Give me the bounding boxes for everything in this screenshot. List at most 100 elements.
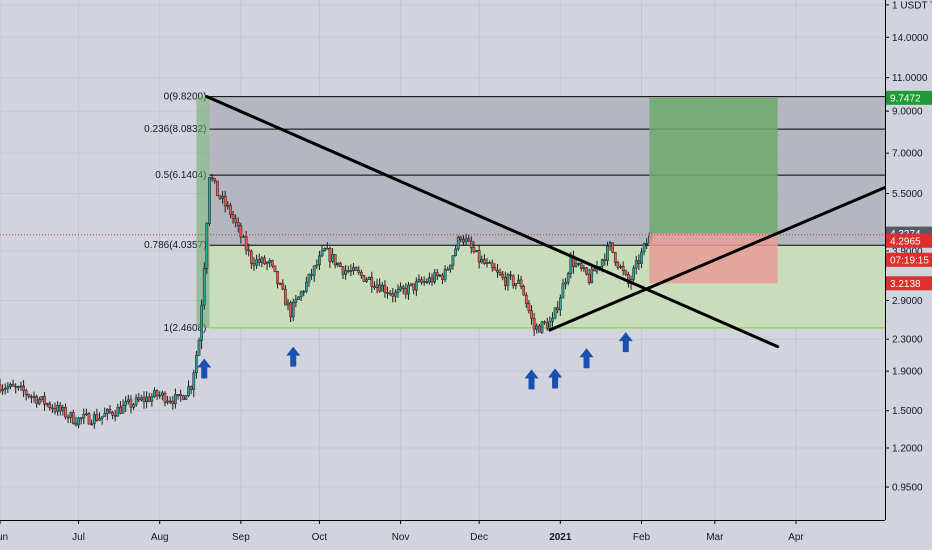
candle-body — [126, 399, 130, 403]
candle-body — [349, 270, 353, 272]
time-tick-label: Aug — [151, 532, 169, 543]
candle-body — [61, 407, 65, 412]
candle-body — [613, 252, 617, 263]
candle-body — [566, 273, 570, 283]
price-tick-label: 1 USDT ˇ — [892, 0, 932, 11]
fib-level-label: 0(9.8200) — [164, 92, 207, 103]
candle-body — [553, 307, 557, 319]
candle-body — [624, 270, 628, 275]
candle-body — [234, 218, 238, 223]
candle-body — [155, 390, 159, 396]
candle-body — [407, 284, 410, 295]
candle-body — [462, 239, 465, 243]
trendline[interactable] — [548, 186, 887, 332]
candle-body — [483, 258, 486, 264]
candle-body — [11, 383, 15, 387]
candle-body — [286, 302, 290, 306]
candle-body — [281, 283, 285, 290]
candle-body — [98, 417, 101, 421]
candle-body — [106, 409, 109, 414]
candle-body — [140, 397, 143, 401]
candle-body — [425, 281, 429, 283]
candle-body — [64, 407, 67, 418]
candle-body — [530, 310, 533, 319]
candle-body — [399, 286, 402, 291]
candle-body — [449, 264, 452, 270]
candle-body — [401, 286, 405, 289]
candle-body — [632, 267, 635, 280]
candle-body — [394, 292, 397, 297]
up-arrow-icon — [524, 369, 539, 390]
candle-body — [166, 400, 169, 403]
candle-body — [100, 416, 104, 419]
candle-body — [284, 288, 287, 306]
candle-body — [187, 386, 190, 396]
position-target-zone[interactable] — [649, 97, 778, 234]
time-axis[interactable]: Jun Jul Aug Sep Oct Nov Dec 2021 Feb Mar Apr — [0, 520, 932, 550]
price-tag[interactable]: 4.2965 — [886, 233, 932, 248]
price-tag[interactable]: 3.2138 — [886, 276, 932, 291]
time-tick-label: Sep — [232, 532, 250, 543]
candle-body — [637, 260, 641, 264]
candle-body — [454, 248, 457, 257]
candle-body — [585, 267, 588, 275]
candle-body — [58, 405, 62, 412]
candle-body — [616, 262, 620, 268]
price-tag[interactable]: 9.7472 — [886, 90, 932, 105]
time-tick-label: Apr — [788, 532, 804, 543]
candle-body — [273, 265, 277, 272]
candle-body — [53, 408, 57, 412]
candle-body — [66, 416, 70, 419]
candle-body — [247, 249, 251, 252]
candle-body — [587, 273, 591, 283]
price-tag[interactable]: 07:19:15 — [886, 252, 932, 267]
candle-body — [200, 304, 203, 341]
candle-body — [472, 247, 476, 252]
candle-body — [359, 271, 363, 276]
candle-body — [215, 180, 219, 196]
candle-body — [333, 254, 337, 266]
candle-body — [420, 279, 423, 283]
candle-body — [22, 385, 25, 392]
price-tick-label: 1.9000 — [892, 367, 923, 378]
time-tick-label: 2021 — [549, 532, 572, 543]
candle-body — [226, 205, 230, 207]
candle-body — [158, 394, 162, 397]
candle-body — [354, 267, 358, 271]
candle-body — [137, 397, 141, 401]
price-tag-bg — [886, 233, 932, 248]
trendline[interactable] — [205, 95, 780, 349]
candle-body — [619, 265, 622, 268]
candle-body — [428, 277, 431, 283]
candle-body — [593, 268, 596, 272]
trendlines[interactable] — [205, 95, 887, 349]
candle-body — [90, 423, 93, 426]
candle-body — [480, 258, 484, 263]
fib-zone-upper — [209, 96, 885, 246]
candle-body — [213, 178, 217, 182]
candle-body — [121, 404, 125, 414]
up-arrow-icon — [548, 368, 563, 389]
candle-body — [380, 284, 384, 292]
candle-body — [388, 292, 392, 295]
candle-body — [608, 242, 612, 247]
candle-body — [268, 260, 272, 263]
candle-body — [611, 242, 615, 253]
candle-body — [195, 355, 198, 374]
candle-body — [312, 265, 316, 276]
candle-body — [24, 390, 28, 395]
candle-body — [370, 276, 374, 287]
candle-body — [404, 288, 408, 295]
candle-body — [642, 243, 646, 253]
candle-body — [509, 274, 512, 277]
candle-body — [344, 270, 347, 275]
candle-body — [341, 266, 345, 275]
candle-body — [606, 245, 609, 261]
candle-body — [433, 272, 436, 283]
price-axis[interactable]: 1 USDT ˇ 14.0000 11.0000 9.0000 7.0000 5.5000… — [885, 0, 932, 550]
candle-body — [558, 297, 562, 311]
candle-body — [318, 255, 321, 266]
candle-body — [14, 385, 18, 388]
candle-body — [132, 404, 135, 408]
